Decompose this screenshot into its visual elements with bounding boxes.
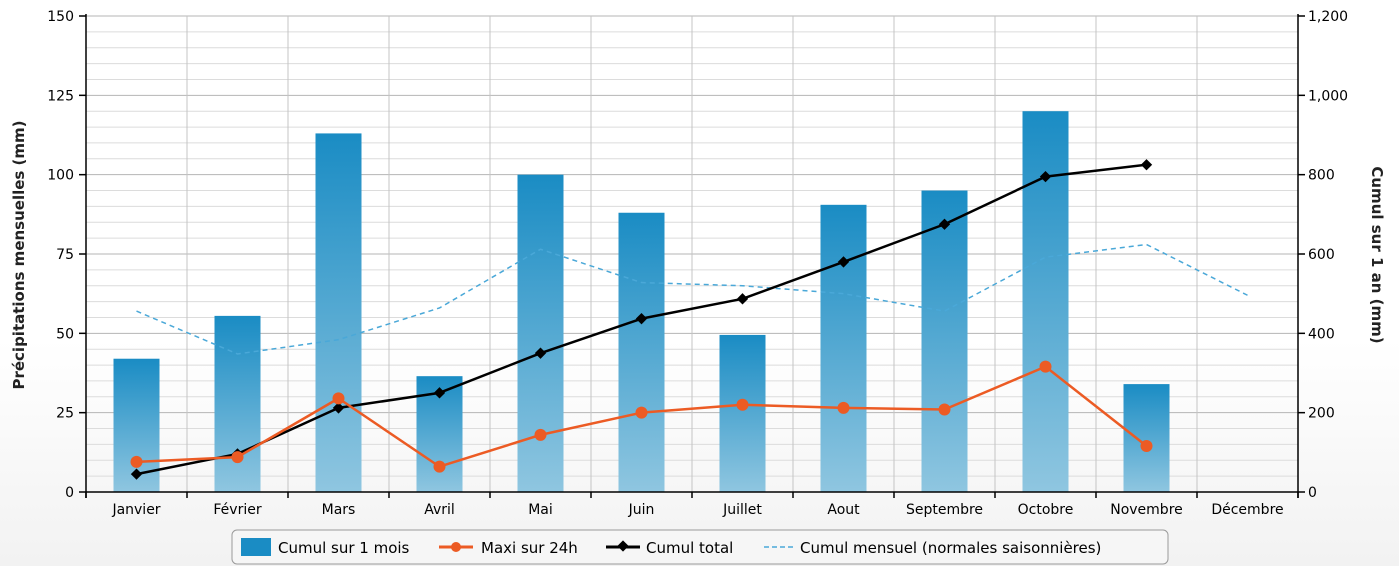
grid-lines — [86, 15, 1298, 492]
point-diamond[interactable] — [1039, 170, 1052, 183]
point-diamond[interactable] — [736, 293, 749, 305]
point-circle[interactable] — [433, 460, 446, 473]
legend-swatch-bar — [241, 538, 271, 556]
x-tick-label: Février — [213, 502, 261, 518]
point-diamond[interactable] — [837, 256, 850, 268]
y-tick-label-left: 0 — [65, 485, 74, 501]
legend-marker-circle — [451, 542, 461, 552]
y-tick-label-left: 50 — [56, 326, 74, 342]
point-circle[interactable] — [837, 401, 850, 414]
y-tick-label-left: 150 — [47, 9, 74, 25]
bar[interactable] — [921, 190, 968, 493]
y-tick-label-right: 1,000 — [1308, 88, 1348, 104]
legend-marker-diamond — [617, 540, 629, 552]
y-tick-label-left: 25 — [56, 406, 74, 422]
point-circle[interactable] — [1140, 439, 1153, 452]
y-axis-left-title: Précipitations mensuelles (mm) — [10, 120, 28, 389]
y-tick-label-right: 0 — [1308, 485, 1317, 501]
point-diamond[interactable] — [433, 387, 446, 399]
axes: 0 25 50 75 100 125 150 0 200 400 600 800 1,000 1,200 J… — [47, 9, 1348, 518]
legend-label: Maxi sur 24h — [481, 539, 578, 557]
bar[interactable] — [517, 174, 564, 492]
legend-item-maxi-24h[interactable]: Maxi sur 24h — [439, 539, 578, 557]
y-tick-label-left: 125 — [47, 88, 74, 104]
point-diamond[interactable] — [1140, 159, 1153, 171]
y-tick-label-right: 1,200 — [1308, 9, 1348, 25]
x-tick-label: Octobre — [1018, 502, 1074, 518]
point-circle[interactable] — [1039, 360, 1052, 373]
bar[interactable] — [820, 204, 867, 492]
y-tick-label-left: 75 — [56, 247, 74, 263]
point-diamond[interactable] — [635, 312, 648, 325]
point-diamond[interactable] — [332, 402, 345, 414]
point-circle[interactable] — [938, 403, 951, 416]
x-tick-label: Mai — [528, 502, 553, 518]
line-series — [130, 159, 1248, 480]
legend-item-cumul-total[interactable]: Cumul total — [606, 539, 733, 557]
legend-box — [231, 529, 1169, 565]
point-diamond[interactable] — [938, 218, 951, 230]
x-tick-label: Novembre — [1110, 502, 1183, 518]
x-tick-label: Septembre — [906, 502, 983, 518]
x-tick-label: Mars — [322, 502, 356, 518]
y-axis-right-title: Cumul sur 1 an (mm) — [1368, 166, 1386, 343]
point-circle[interactable] — [534, 428, 547, 441]
x-tick-label: Aout — [827, 502, 860, 518]
y-tick-label-right: 600 — [1308, 247, 1335, 263]
point-circle[interactable] — [736, 398, 749, 411]
legend: Cumul sur 1 mois Maxi sur 24h Cumul tota… — [231, 529, 1169, 565]
bar[interactable] — [315, 133, 362, 492]
y-tick-label-right: 400 — [1308, 326, 1335, 342]
y-tick-label-right: 200 — [1308, 406, 1335, 422]
x-tick-label: Janvier — [111, 502, 160, 518]
point-circle[interactable] — [231, 451, 244, 464]
point-diamond[interactable] — [130, 468, 143, 480]
bar[interactable] — [1022, 111, 1069, 492]
point-circle[interactable] — [130, 455, 143, 468]
point-circle[interactable] — [332, 392, 345, 405]
bar[interactable] — [1123, 384, 1170, 492]
bar[interactable] — [618, 212, 665, 492]
y-tick-label-right: 800 — [1308, 168, 1335, 184]
point-diamond[interactable] — [534, 347, 547, 359]
legend-label: Cumul total — [646, 539, 733, 557]
legend-item-cumul-mois[interactable]: Cumul sur 1 mois — [241, 538, 410, 557]
x-tick-label: Juillet — [722, 502, 762, 518]
point-circle[interactable] — [635, 406, 648, 419]
bar[interactable] — [719, 334, 766, 492]
legend-label: Cumul sur 1 mois — [278, 539, 410, 557]
y-tick-label-left: 100 — [47, 168, 74, 184]
x-tick-label: Juin — [628, 502, 655, 518]
x-tick-label: Décembre — [1211, 502, 1283, 518]
x-tick-label: Avril — [424, 502, 455, 518]
bar[interactable] — [214, 315, 261, 492]
legend-label: Cumul mensuel (normales saisonnières) — [800, 539, 1101, 557]
legend-item-normales[interactable]: Cumul mensuel (normales saisonnières) — [764, 539, 1101, 557]
